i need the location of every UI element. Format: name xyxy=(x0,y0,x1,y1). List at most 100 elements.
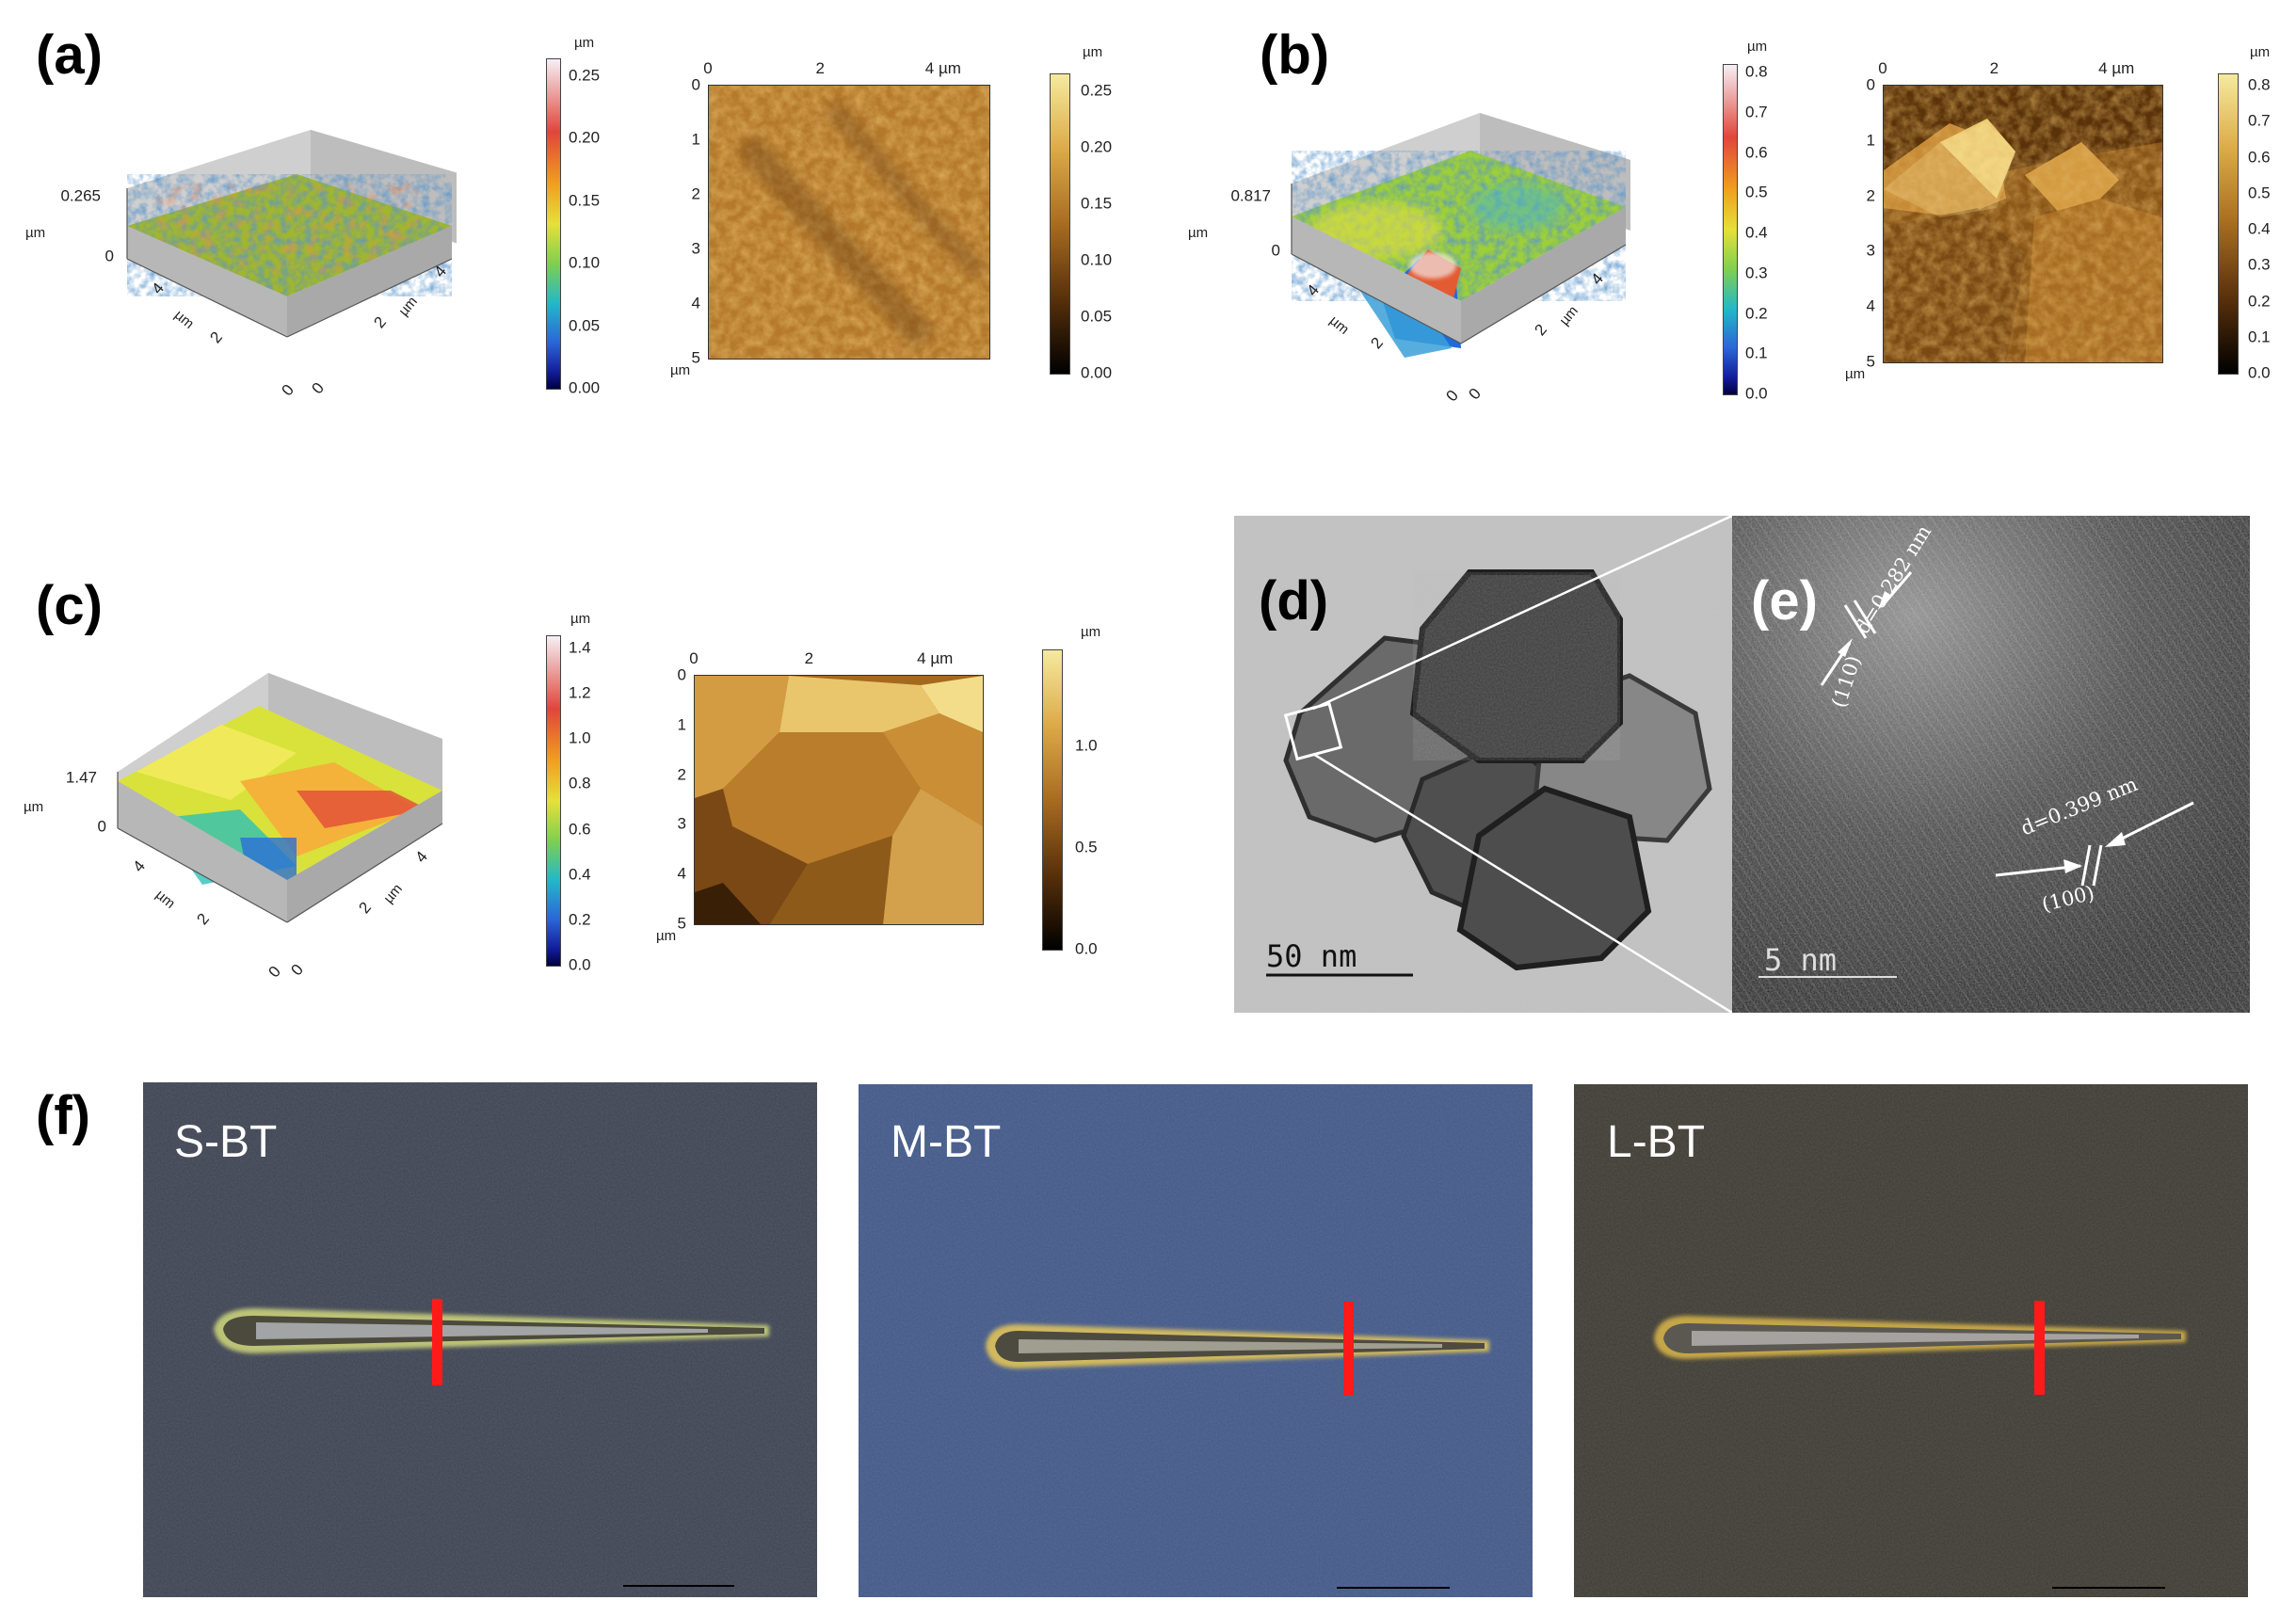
colorbar-3d-c-tick: 0.0 xyxy=(569,955,591,974)
colorbar-2d-c-unit: µm xyxy=(1081,624,1101,640)
colorbar-3d-a-tick: 0.00 xyxy=(569,378,601,397)
colorbar-2d-a-unit: µm xyxy=(1083,44,1103,60)
colorbar-3d-a-tick: 0.15 xyxy=(569,191,601,210)
colorbar-3d-c-tick: 0.6 xyxy=(569,820,591,839)
colorbar-3d-b-tick: 0.4 xyxy=(1745,223,1768,242)
colorbar-3d-a-tick: 0.05 xyxy=(569,316,601,335)
map-y-unit: µm xyxy=(670,362,691,378)
map-y-tick: 5 xyxy=(691,348,700,367)
scratch-image-s-bt: S-BT xyxy=(143,1082,817,1597)
map-x-tick: 4 µm xyxy=(917,649,954,667)
panel-label-b: (b) xyxy=(1260,24,1330,86)
panel-label-f: (f) xyxy=(36,1085,90,1146)
map-y-tick: 2 xyxy=(1866,186,1875,205)
map-y-tick: 3 xyxy=(691,239,700,258)
colorbar-2d-a-tick: 0.00 xyxy=(1081,363,1113,382)
colorbar-2d-a-tick: 0.25 xyxy=(1081,81,1113,100)
colorbar-3d-c-tick: 0.2 xyxy=(569,910,591,929)
z-max-tick: 0.265 xyxy=(60,186,101,205)
map-x-tick: 0 xyxy=(703,59,713,77)
scale-bar-e-label: 5 nm xyxy=(1764,942,1838,978)
map-y-tick: 1 xyxy=(677,715,686,734)
colorbar-2d-b xyxy=(2218,73,2239,375)
colorbar-3d-b-tick: 0.8 xyxy=(1745,62,1768,81)
colorbar-3d-c-tick: 1.4 xyxy=(569,638,591,657)
colorbar-3d-c-tick: 0.8 xyxy=(569,774,591,792)
colorbar-2d-b-tick: 0.5 xyxy=(2248,184,2271,202)
colorbar-3d-b-tick: 0.2 xyxy=(1745,304,1768,322)
map-x-tick: 0 xyxy=(1878,59,1887,77)
map-y-unit: µm xyxy=(656,928,677,944)
colorbar-2d-c xyxy=(1042,649,1063,951)
surface3d-b: 0.817 0 µm 4 µm 2 0 0 2 µm 4 xyxy=(1188,66,1630,424)
sample-label-l-bt: L-BT xyxy=(1607,1117,1706,1167)
map-x-tick: 4 µm xyxy=(2098,59,2135,77)
map-y-tick: 3 xyxy=(677,814,686,833)
sample-label-s-bt: S-BT xyxy=(174,1117,278,1167)
map-y-tick: 2 xyxy=(691,184,700,203)
map-y-tick: 0 xyxy=(677,665,686,684)
colorbar-2d-c-tick: 0.5 xyxy=(1075,838,1098,856)
scale-bar-d-label: 50 nm xyxy=(1266,938,1357,974)
colorbar-2d-b-tick: 0.3 xyxy=(2248,255,2271,274)
colorbar-3d-c xyxy=(546,635,561,967)
z-min-tick: 0 xyxy=(97,817,106,836)
panel-label-c: (c) xyxy=(36,575,103,636)
map-x-tick: 2 xyxy=(1989,59,1999,77)
map-y-tick: 0 xyxy=(1866,75,1875,94)
panel-label-a: (a) xyxy=(36,24,103,86)
colorbar-2d-a-tick: 0.05 xyxy=(1081,307,1113,326)
colorbar-3d-c-tick: 1.2 xyxy=(569,683,591,702)
colorbar-3d-b-tick: 0.6 xyxy=(1745,143,1768,161)
hrtem-image-e: (e) d=0.282 nm (110) d=0.399 nm (100) 5 … xyxy=(1732,516,2250,1013)
colorbar-3d-b-unit: µm xyxy=(1747,39,1768,55)
z-min-tick: 0 xyxy=(1271,241,1280,260)
colorbar-2d-c-tick: 0.0 xyxy=(1075,939,1098,958)
colorbar-3d-b-tick: 0.5 xyxy=(1745,183,1768,201)
map-y-tick: 4 xyxy=(677,864,686,883)
colorbar-3d-c-tick: 1.0 xyxy=(569,728,591,747)
surface3d-b-plot xyxy=(1291,113,1630,358)
colorbar-3d-c-tick: 0.4 xyxy=(569,865,591,884)
colorbar-3d-b-tick: 0.1 xyxy=(1745,344,1768,362)
colorbar-2d-a-tick: 0.15 xyxy=(1081,194,1113,213)
z-max-tick: 1.47 xyxy=(65,768,97,787)
surface3d-a: 0.265 0 µm 4 µm 2 0 0 2 µm 4 xyxy=(14,66,461,424)
z-max-tick: 0.817 xyxy=(1230,186,1271,205)
z-min-tick: 0 xyxy=(104,247,114,265)
map-y-tick: 2 xyxy=(677,765,686,784)
colorbar-2d-b-tick: 0.6 xyxy=(2248,148,2271,166)
map-y-tick: 4 xyxy=(1866,296,1875,315)
map-x-tick: 2 xyxy=(804,649,814,667)
afm-map-b xyxy=(1883,85,2163,363)
panel-label-d: (d) xyxy=(1259,570,1329,632)
colorbar-3d-b xyxy=(1723,64,1738,395)
map-x-tick: 2 xyxy=(815,59,825,77)
panel-label-e: (e) xyxy=(1751,570,1818,632)
map-y-tick: 1 xyxy=(691,130,700,149)
z-unit: µm xyxy=(1188,225,1209,241)
colorbar-2d-b-tick: 0.2 xyxy=(2248,292,2271,310)
colorbar-2d-a-tick: 0.20 xyxy=(1081,137,1113,156)
afm-map-a xyxy=(708,85,990,360)
scratch-image-l-bt: L-BT xyxy=(1574,1084,2248,1597)
map-x-tick: 4 µm xyxy=(924,59,961,77)
colorbar-2d-c-tick: 1.0 xyxy=(1075,736,1098,755)
z-unit: µm xyxy=(25,225,46,241)
colorbar-3d-a-tick: 0.20 xyxy=(569,128,601,147)
colorbar-2d-b-tick: 0.1 xyxy=(2248,328,2271,346)
colorbar-2d-b-tick: 0.8 xyxy=(2248,75,2271,94)
colorbar-3d-b-tick: 0.7 xyxy=(1745,103,1768,121)
colorbar-3d-a-tick: 0.25 xyxy=(569,66,601,85)
map-y-tick: 5 xyxy=(677,914,686,933)
map-x-tick: 0 xyxy=(689,649,698,667)
map-y-tick: 5 xyxy=(1866,352,1875,371)
colorbar-3d-a-unit: µm xyxy=(574,35,595,51)
sample-label-m-bt: M-BT xyxy=(891,1117,1002,1167)
map-y-unit: µm xyxy=(1845,366,1866,382)
afm-map-c xyxy=(694,675,984,925)
colorbar-3d-c-unit: µm xyxy=(570,611,591,627)
colorbar-2d-b-unit: µm xyxy=(2250,44,2271,60)
map-y-tick: 3 xyxy=(1866,241,1875,260)
surface3d-c: 1.47 0 µm 4 µm 2 0 0 2 µm 4 xyxy=(14,649,457,1007)
